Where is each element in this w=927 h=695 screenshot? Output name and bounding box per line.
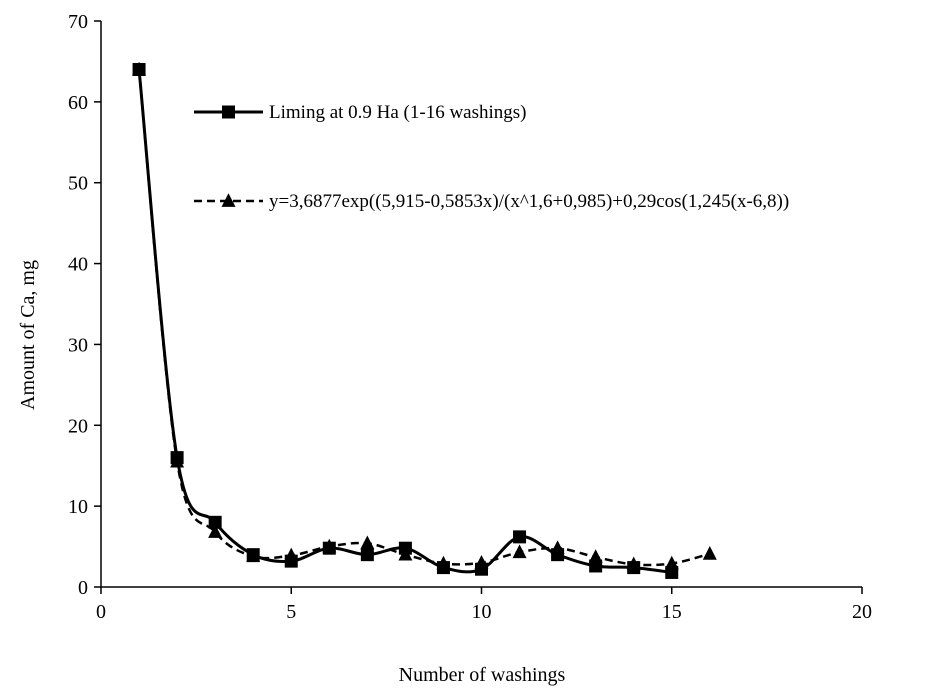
square-marker (322, 541, 336, 555)
y-tick-label: 20 (68, 415, 88, 437)
series-2 (132, 61, 717, 571)
x-axis-title: Number of washings (399, 664, 566, 686)
square-marker (246, 548, 260, 562)
legend-marker (221, 193, 236, 207)
y-tick-label: 60 (68, 92, 88, 114)
y-tick-label: 50 (68, 173, 88, 195)
legend-item-2: y=3,6877exp((5,915-0,5853x)/(x^1,6+0,985… (194, 191, 789, 212)
series-layer (132, 61, 717, 579)
legend: Liming at 0.9 Ha (1-16 washings) y=3,6877… (194, 102, 789, 212)
legend-label: Liming at 0.9 Ha (1-16 washings) (269, 102, 527, 123)
triangle-marker (702, 546, 717, 560)
x-tick-label: 15 (662, 601, 682, 623)
square-marker (513, 530, 527, 544)
square-marker (398, 541, 412, 555)
x-tick-label: 5 (286, 601, 296, 623)
series-1 (132, 63, 679, 579)
legend-item-1: Liming at 0.9 Ha (1-16 washings) (194, 102, 527, 123)
square-marker (475, 562, 488, 576)
y-axis-title: Amount of Ca, mg (17, 260, 39, 410)
y-tick-label: 10 (68, 496, 88, 518)
square-marker (360, 548, 374, 562)
triangle-marker (208, 524, 223, 538)
triangle-marker (360, 535, 375, 550)
square-marker (170, 451, 184, 465)
series-line (137, 69, 711, 567)
legend-marker (222, 105, 235, 119)
square-marker (208, 515, 222, 529)
square-marker (436, 561, 450, 575)
triangle-marker (512, 544, 527, 559)
legend-label: y=3,6877exp((5,915-0,5853x)/(x^1,6+0,985… (269, 191, 789, 212)
square-marker (132, 63, 146, 77)
series-line (137, 69, 672, 574)
x-tick-label: 10 (472, 601, 492, 623)
y-tick-label: 70 (68, 11, 88, 33)
y-tick-label: 0 (78, 577, 88, 599)
axes: 0 10 20 30 40 50 60 70 0 5 10 15 20 (68, 11, 872, 623)
square-marker (589, 559, 603, 573)
y-tick-label: 40 (68, 254, 88, 276)
square-marker (551, 548, 565, 562)
x-tick-label: 0 (96, 601, 106, 623)
square-marker (665, 565, 679, 579)
y-tick-label: 30 (68, 334, 88, 356)
square-marker (284, 554, 298, 568)
square-marker (627, 561, 641, 575)
x-tick-label: 20 (852, 601, 872, 623)
